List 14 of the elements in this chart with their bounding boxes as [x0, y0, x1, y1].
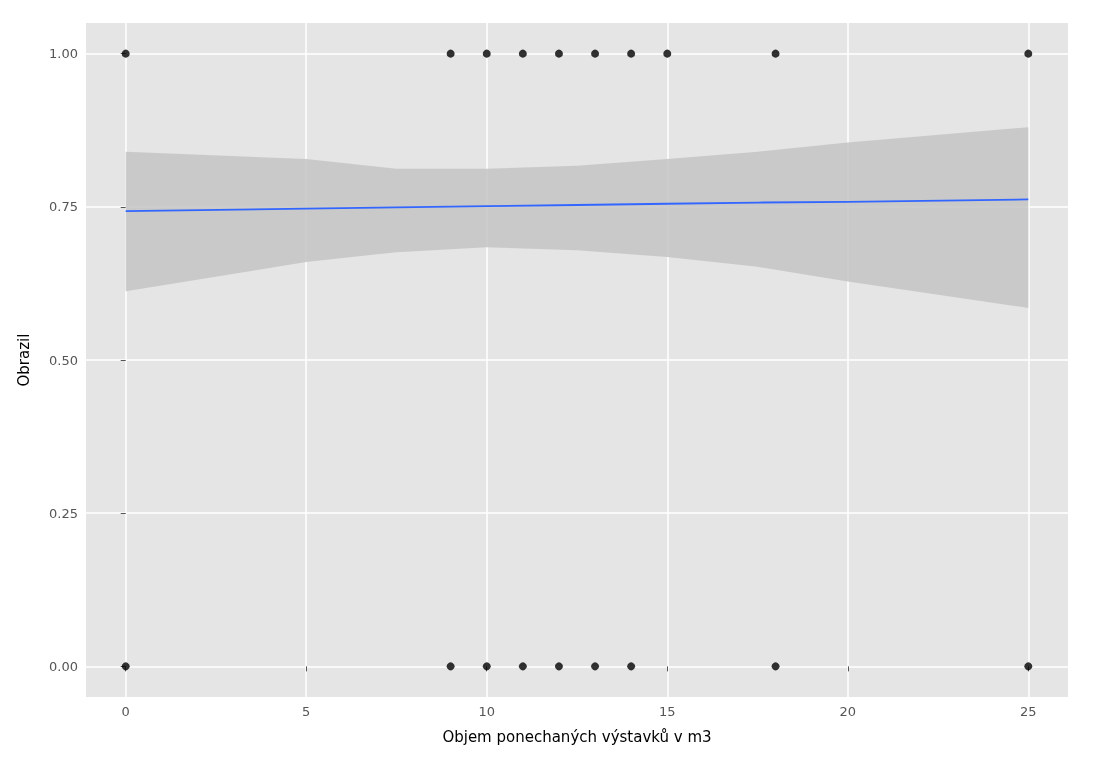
line-series	[124, 198, 1030, 213]
x-tick-label: 25	[1020, 704, 1037, 719]
x-tick-label: 10	[478, 704, 496, 719]
x-tick-label: 20	[839, 704, 857, 719]
y-tick-label: 1.00	[49, 46, 78, 62]
x-tick-label: 0	[121, 704, 130, 719]
x-axis-title: Objem ponechaných výstavků v m3	[442, 727, 712, 746]
y-axis-title: Obrazil	[14, 333, 33, 387]
x-tick-label: 15	[658, 704, 676, 719]
y-tick-label: 0.00	[49, 658, 78, 674]
x-tick-label: 5	[302, 704, 311, 719]
y-tick-label: 0.75	[49, 199, 78, 215]
y-tick-label: 0.50	[49, 352, 78, 368]
y-tick-label: 0.25	[49, 505, 78, 521]
